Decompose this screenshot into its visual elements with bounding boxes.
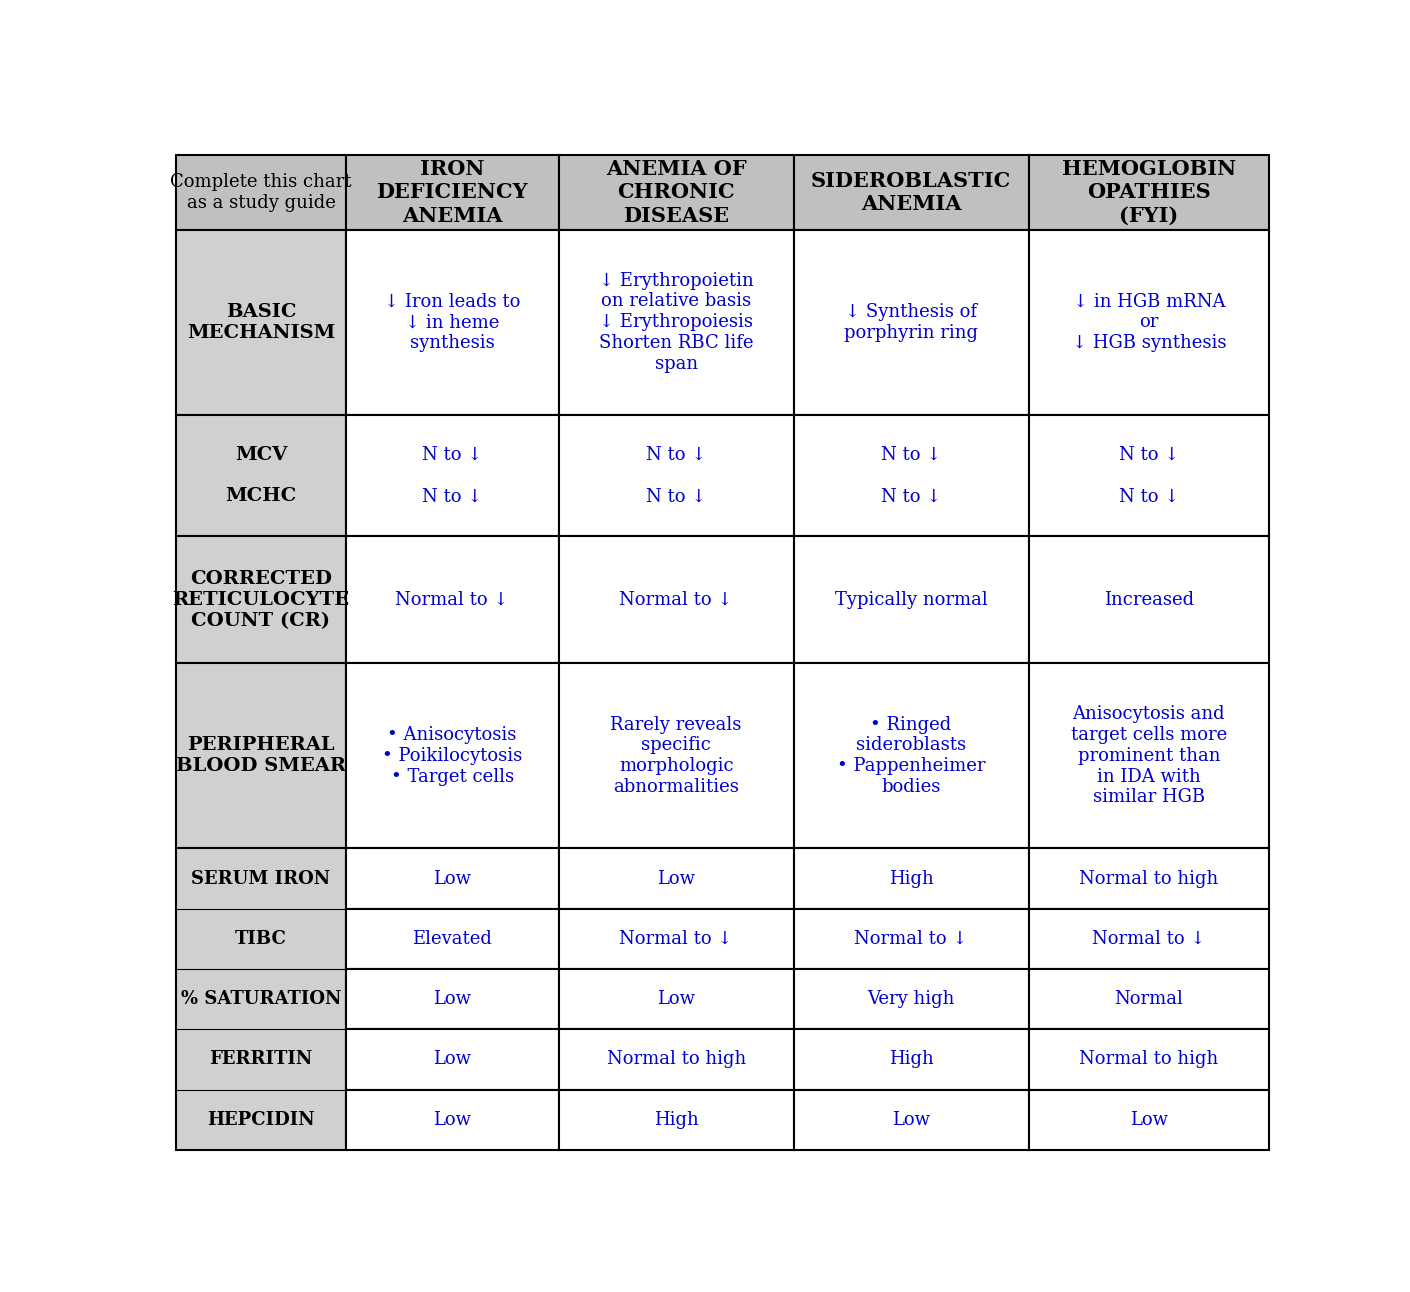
Text: BASIC
MECHANISM: BASIC MECHANISM	[186, 302, 336, 341]
Text: Typically normal: Typically normal	[835, 590, 987, 609]
Text: Low: Low	[657, 990, 695, 1008]
Bar	[1029, 536, 1269, 663]
Bar	[345, 849, 558, 908]
Bar	[1029, 849, 1269, 908]
Text: High: High	[888, 870, 933, 888]
Bar	[1029, 1089, 1269, 1150]
Text: Normal to high: Normal to high	[606, 1050, 746, 1068]
Text: Low: Low	[433, 990, 471, 1008]
Bar	[1029, 230, 1269, 415]
Bar	[794, 155, 1028, 230]
Text: High: High	[654, 1111, 698, 1129]
Bar	[345, 1030, 558, 1089]
Bar	[176, 155, 345, 230]
Text: Low: Low	[657, 870, 695, 888]
Text: CORRECTED
RETICULOCYTE
COUNT (CR): CORRECTED RETICULOCYTE COUNT (CR)	[172, 570, 350, 629]
Text: • Anisocytosis
• Poikilocytosis
• Target cells: • Anisocytosis • Poikilocytosis • Target…	[382, 726, 522, 786]
Text: Normal to ↓: Normal to ↓	[619, 590, 733, 609]
Text: MCV

MCHC: MCV MCHC	[226, 446, 296, 505]
Text: N to ↓

N to ↓: N to ↓ N to ↓	[881, 446, 942, 505]
Text: FERRITIN: FERRITIN	[209, 1050, 313, 1068]
Text: N to ↓

N to ↓: N to ↓ N to ↓	[422, 446, 482, 505]
Text: Normal to high: Normal to high	[1079, 870, 1218, 888]
Bar	[794, 663, 1028, 849]
Bar	[1029, 155, 1269, 230]
Text: Low: Low	[433, 870, 471, 888]
Bar	[345, 415, 558, 536]
Text: Normal to ↓: Normal to ↓	[854, 930, 967, 948]
Text: Rarely reveals
specific
morphologic
abnormalities: Rarely reveals specific morphologic abno…	[611, 716, 742, 796]
Text: ↓ Iron leads to
↓ in heme
synthesis: ↓ Iron leads to ↓ in heme synthesis	[384, 292, 520, 351]
Bar	[794, 536, 1028, 663]
Bar	[558, 969, 794, 1030]
Text: SERUM IRON: SERUM IRON	[192, 870, 330, 888]
Bar	[176, 663, 345, 849]
Text: Low: Low	[893, 1111, 931, 1129]
Bar	[176, 230, 345, 415]
Text: Elevated: Elevated	[412, 930, 492, 948]
Bar	[345, 969, 558, 1030]
Bar	[794, 849, 1028, 908]
Text: % SATURATION: % SATURATION	[180, 990, 341, 1008]
Bar	[558, 908, 794, 969]
Bar	[1029, 908, 1269, 969]
Bar	[345, 230, 558, 415]
Text: IRON
DEFICIENCY
ANEMIA: IRON DEFICIENCY ANEMIA	[376, 159, 527, 226]
Text: • Ringed
sideroblasts
• Pappenheimer
bodies: • Ringed sideroblasts • Pappenheimer bod…	[838, 716, 986, 796]
Bar	[794, 908, 1028, 969]
Bar	[558, 663, 794, 849]
Bar	[794, 230, 1028, 415]
Text: ↓ in HGB mRNA
or
↓ HGB synthesis: ↓ in HGB mRNA or ↓ HGB synthesis	[1072, 292, 1227, 351]
Bar	[558, 155, 794, 230]
Bar	[176, 536, 345, 663]
Text: Complete this chart
as a study guide: Complete this chart as a study guide	[171, 173, 351, 212]
Text: Normal: Normal	[1114, 990, 1183, 1008]
Bar	[558, 415, 794, 536]
Text: High: High	[888, 1050, 933, 1068]
Bar	[1029, 415, 1269, 536]
Bar	[345, 663, 558, 849]
Text: Low: Low	[433, 1050, 471, 1068]
Text: Low: Low	[433, 1111, 471, 1129]
Bar	[558, 1030, 794, 1089]
Bar	[794, 415, 1028, 536]
Text: Increased: Increased	[1104, 590, 1194, 609]
Text: N to ↓

N to ↓: N to ↓ N to ↓	[1118, 446, 1179, 505]
Text: HEPCIDIN: HEPCIDIN	[207, 1111, 314, 1129]
Bar	[345, 1089, 558, 1150]
Text: PERIPHERAL
BLOOD SMEAR: PERIPHERAL BLOOD SMEAR	[176, 736, 345, 775]
Text: N to ↓

N to ↓: N to ↓ N to ↓	[646, 446, 706, 505]
Text: HEMOGLOBIN
OPATHIES
(FYI): HEMOGLOBIN OPATHIES (FYI)	[1062, 159, 1237, 226]
Bar	[794, 1030, 1028, 1089]
Text: ↓ Erythropoietin
on relative basis
↓ Erythropoiesis
Shorten RBC life
span: ↓ Erythropoietin on relative basis ↓ Ery…	[599, 271, 753, 373]
Text: Normal to ↓: Normal to ↓	[619, 930, 733, 948]
Text: ANEMIA OF
CHRONIC
DISEASE: ANEMIA OF CHRONIC DISEASE	[606, 159, 746, 226]
Bar	[345, 155, 558, 230]
Text: TIBC: TIBC	[235, 930, 286, 948]
Bar	[794, 1089, 1028, 1150]
Bar	[176, 849, 345, 1150]
Text: ↓ Synthesis of
porphyrin ring: ↓ Synthesis of porphyrin ring	[845, 302, 979, 341]
Text: Low: Low	[1129, 1111, 1167, 1129]
Bar	[558, 536, 794, 663]
Text: Normal to high: Normal to high	[1079, 1050, 1218, 1068]
Text: Normal to ↓: Normal to ↓	[1093, 930, 1206, 948]
Bar	[345, 908, 558, 969]
Bar	[558, 230, 794, 415]
Bar	[1029, 969, 1269, 1030]
Bar	[558, 849, 794, 908]
Bar	[345, 536, 558, 663]
Bar	[176, 415, 345, 536]
Bar	[1029, 663, 1269, 849]
Text: SIDEROBLASTIC
ANEMIA: SIDEROBLASTIC ANEMIA	[811, 171, 1011, 214]
Bar	[794, 969, 1028, 1030]
Text: Normal to ↓: Normal to ↓	[395, 590, 509, 609]
Text: Anisocytosis and
target cells more
prominent than
in IDA with
similar HGB: Anisocytosis and target cells more promi…	[1070, 705, 1227, 806]
Bar	[1029, 1030, 1269, 1089]
Bar	[558, 1089, 794, 1150]
Text: Very high: Very high	[867, 990, 955, 1008]
